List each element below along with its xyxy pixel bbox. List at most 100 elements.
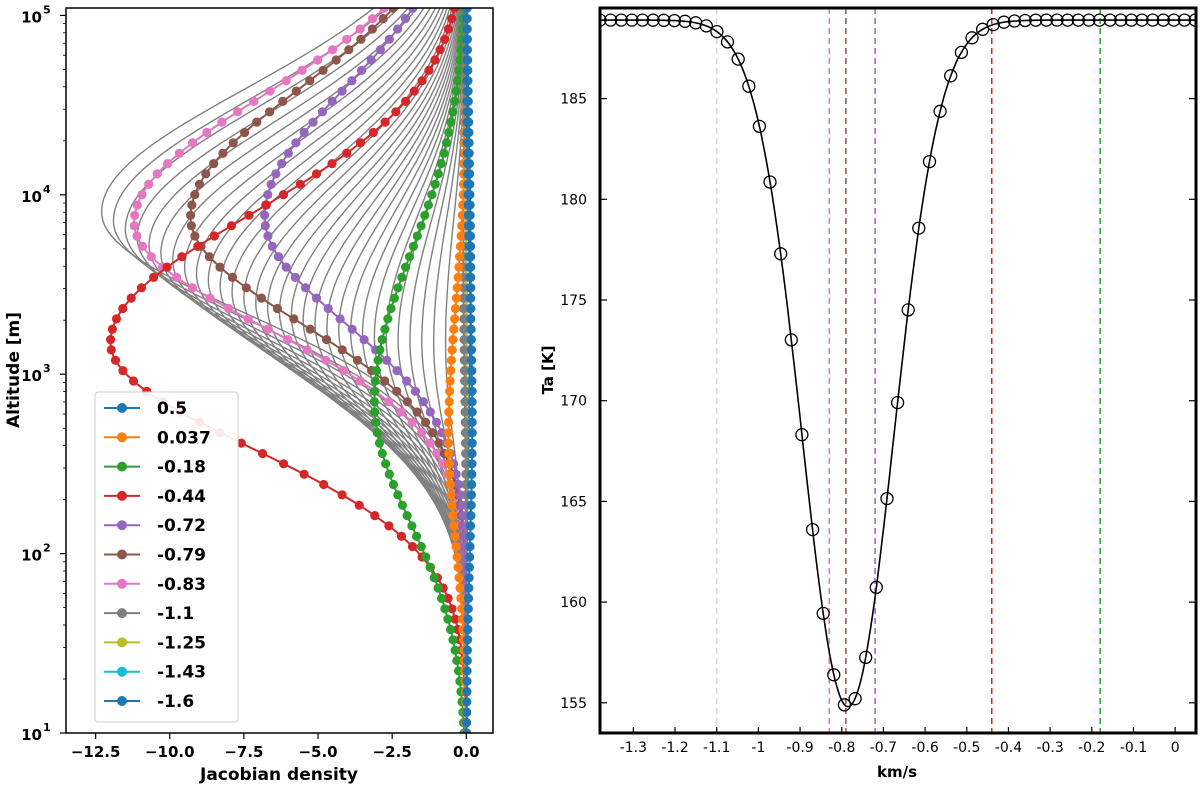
series-point: [467, 407, 477, 417]
series-point: [401, 262, 411, 272]
series-point: [260, 210, 270, 220]
series-point: [392, 386, 402, 396]
series-point: [429, 573, 439, 583]
left-y-axis-label: Altitude [m]: [4, 312, 24, 428]
series-point: [462, 148, 472, 158]
spectrum-point: [774, 247, 788, 261]
series-point: [459, 324, 469, 334]
series-point: [430, 179, 440, 189]
y-tick-label: 170: [560, 394, 587, 410]
series-point: [408, 241, 418, 251]
series-point: [384, 34, 394, 44]
series-point: [271, 169, 281, 179]
series-point: [359, 335, 369, 345]
series-point: [217, 117, 227, 127]
series-point: [453, 562, 463, 572]
series-point: [297, 65, 307, 75]
x-tick-label: -1.1: [703, 740, 730, 756]
series-point: [441, 138, 452, 148]
series-point: [462, 55, 472, 65]
series-point: [278, 96, 288, 106]
series-point: [464, 221, 474, 231]
series-point: [446, 490, 456, 500]
series-point: [452, 655, 462, 666]
series-point: [347, 76, 357, 86]
series-point: [446, 117, 456, 127]
series-point: [321, 335, 332, 345]
y-tick-label: 180: [560, 192, 587, 208]
series-point: [462, 138, 472, 148]
series-point: [389, 293, 399, 303]
spectrum-point: [997, 15, 1011, 29]
series-point: [172, 272, 182, 282]
series-point: [252, 117, 262, 127]
series-point: [289, 314, 299, 324]
series-point: [462, 159, 473, 169]
series-point: [299, 469, 309, 479]
series-point: [452, 552, 462, 562]
series-point: [449, 521, 459, 531]
spectrum-point: [1124, 13, 1139, 27]
y-tick-label: 10: [21, 367, 42, 385]
series-point: [129, 221, 139, 231]
series-point: [460, 397, 470, 407]
spectrum-point: [646, 13, 660, 27]
spectrum-point: [600, 13, 607, 27]
y-tick-label: 160: [560, 595, 587, 611]
legend-entry: -1.25: [104, 633, 206, 653]
series-point: [466, 335, 476, 345]
series-point: [397, 272, 407, 282]
series-point: [450, 303, 461, 314]
series-point: [380, 117, 390, 127]
series-point: [447, 14, 457, 24]
series-point: [462, 645, 472, 655]
spectrum-point: [1071, 13, 1085, 27]
x-tick-label: −12.5: [71, 743, 121, 761]
spectrum-point: [901, 303, 915, 317]
legend-entry: -0.44: [104, 487, 206, 507]
series-point: [163, 159, 173, 169]
right-x-axis-ticks: -1.3 -1.2 -1.1 -1 -0.9 -0.8 -0.7 -0.6 -0.5 -0.4 -0…: [620, 727, 1180, 756]
spectrum-point: [1114, 13, 1128, 27]
x-tick-label: 0.0: [453, 743, 480, 761]
series-point: [423, 200, 433, 210]
left-x-axis-label: Jacobian density: [199, 765, 358, 785]
series-point: [466, 500, 476, 510]
spectrum-point: [1039, 13, 1054, 27]
series-point: [455, 241, 465, 251]
series-point: [383, 314, 393, 324]
spectrum-point: [603, 13, 618, 27]
y-tick-label: 165: [560, 494, 587, 510]
series-point: [465, 552, 475, 562]
series-point: [393, 490, 403, 500]
series-point: [144, 179, 154, 189]
series-point: [451, 542, 461, 552]
series-point: [467, 438, 477, 448]
series-point: [302, 345, 312, 355]
series-point: [424, 65, 434, 75]
series-point: [378, 14, 388, 24]
series-point: [460, 428, 470, 438]
x-tick-label: -1: [751, 740, 765, 756]
series-point: [177, 252, 187, 262]
series-point: [407, 542, 418, 552]
series-point: [281, 76, 291, 86]
series-point: [305, 324, 315, 334]
series-point: [446, 366, 456, 376]
series-point: [335, 314, 345, 324]
series-point: [107, 324, 117, 334]
series-point: [458, 510, 468, 521]
series-point: [130, 210, 140, 220]
series-point: [374, 438, 385, 448]
series-point: [461, 459, 471, 469]
series-point: [337, 345, 347, 355]
series-point: [465, 542, 475, 552]
series-point: [375, 45, 385, 55]
series-point: [462, 687, 472, 697]
y-tick-label: 185: [560, 92, 587, 108]
series-point: [461, 448, 471, 459]
series-point: [384, 521, 394, 531]
left-x-axis-ticks: −12.5 −10.0 −7.5 −5.0 −2.5 0.0: [71, 733, 480, 761]
series-point: [138, 241, 148, 251]
series-point: [461, 8, 471, 13]
